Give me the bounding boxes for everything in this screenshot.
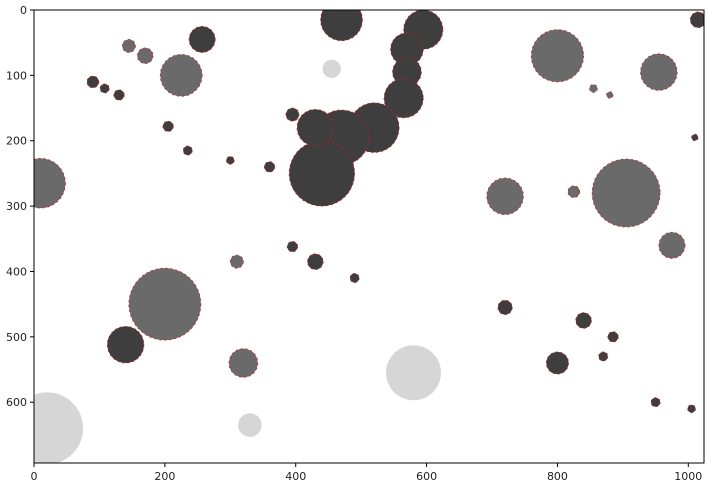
blob-mid-29 [640, 53, 678, 91]
blob-mid-30 [159, 54, 203, 97]
blob-dark-7 [288, 140, 356, 207]
y-tick-label: 0 [20, 4, 27, 17]
x-tick-label: 800 [547, 470, 568, 483]
blob-mid-33 [658, 231, 686, 259]
blob-dark-27 [188, 25, 216, 53]
x-tick-label: 0 [31, 470, 38, 483]
blob-dark-4 [383, 78, 424, 119]
plot-frame [33, 9, 705, 464]
x-axis: 0 200 400 600 800 1000 [31, 463, 702, 483]
blob-dark-47 [691, 133, 699, 142]
blob-mid-38 [136, 47, 154, 65]
blob-mid-31 [486, 177, 524, 216]
blob-dark-9 [285, 107, 300, 122]
blob-dark-8 [296, 108, 335, 147]
y-axis: 0 100 200 300 400 500 600 [6, 4, 34, 409]
blob-dark-25 [650, 397, 661, 408]
blob-dark-20 [349, 273, 360, 283]
blob-light-43 [238, 413, 262, 437]
y-tick-label: 600 [6, 396, 27, 409]
blob-mid-45 [589, 84, 598, 93]
y-tick-label: 300 [6, 200, 27, 213]
blob-dark-48 [598, 351, 609, 362]
blob-mid-35 [34, 157, 66, 209]
y-tick-label: 200 [6, 135, 27, 148]
blob-dark-0 [320, 10, 363, 42]
blob-mid-34 [128, 267, 202, 341]
blob-dark-19 [307, 253, 324, 270]
blob-layer [34, 10, 704, 463]
blob-dark-14 [162, 120, 174, 132]
blob-dark-15 [182, 145, 193, 156]
x-tick-label: 200 [154, 470, 175, 483]
blob-dark-11 [86, 75, 100, 89]
x-tick-label: 1000 [674, 470, 702, 483]
blob-dark-17 [263, 161, 276, 173]
y-tick-label: 400 [6, 265, 27, 278]
blob-dark-22 [545, 351, 569, 375]
blob-mid-40 [567, 185, 581, 199]
blob-dark-10 [689, 11, 704, 29]
blob-light-44 [322, 59, 341, 78]
blob-mid-28 [530, 29, 585, 83]
plot-background [34, 10, 704, 463]
blob-mid-32 [591, 158, 661, 228]
blob-dark-23 [575, 312, 592, 329]
y-tick-label: 500 [6, 331, 27, 344]
blob-dark-26 [687, 404, 696, 414]
y-tick-label: 100 [6, 69, 27, 82]
blob-mid-36 [228, 348, 259, 378]
blob-light-42 [34, 392, 84, 463]
blob-dark-13 [113, 89, 125, 101]
blob-mid-46 [606, 91, 614, 99]
blob-mid-37 [229, 254, 244, 269]
blob-light-41 [386, 345, 441, 401]
blob-dark-24 [106, 325, 145, 364]
blob-mid-39 [121, 39, 136, 53]
blob-dark-18 [286, 240, 299, 253]
x-tick-label: 400 [285, 470, 306, 483]
x-tick-label: 600 [416, 470, 437, 483]
blob-dark-21 [497, 299, 513, 316]
blob-dark-49 [607, 331, 619, 343]
blob-dark-16 [225, 156, 235, 165]
blob-dark-12 [99, 83, 110, 94]
